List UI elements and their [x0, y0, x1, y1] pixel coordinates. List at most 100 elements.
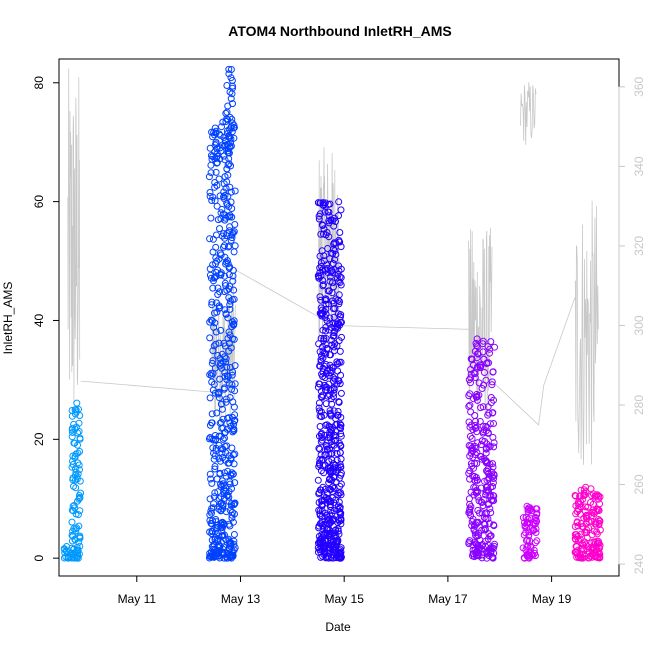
data-point — [215, 503, 223, 511]
data-point — [71, 465, 79, 473]
data-point — [321, 381, 329, 389]
data-point — [224, 161, 232, 169]
data-point — [227, 540, 235, 548]
data-point — [487, 509, 495, 517]
x-tick-label: May 17 — [428, 592, 468, 606]
data-point — [469, 453, 477, 461]
data-point — [329, 260, 337, 267]
data-point — [480, 355, 488, 363]
data-point — [337, 511, 345, 519]
data-point — [320, 335, 328, 343]
data-point — [225, 535, 233, 543]
data-point — [596, 553, 604, 561]
data-point — [490, 443, 498, 451]
data-point — [76, 412, 84, 419]
data-point — [478, 526, 486, 534]
data-point — [330, 222, 338, 230]
data-point — [228, 77, 236, 84]
data-point — [206, 265, 214, 273]
data-point — [334, 519, 342, 527]
data-point — [589, 550, 597, 558]
data-point — [206, 470, 214, 478]
data-point — [523, 543, 531, 551]
data-point — [473, 342, 481, 350]
data-point — [229, 428, 237, 436]
data-point — [227, 344, 235, 352]
data-point — [324, 552, 332, 560]
data-point — [208, 530, 216, 538]
data-point — [321, 485, 329, 493]
data-point — [221, 272, 229, 280]
data-point — [470, 395, 477, 403]
data-point — [591, 492, 599, 500]
data-point — [596, 541, 604, 549]
data-point — [226, 394, 234, 401]
data-point — [211, 197, 219, 205]
data-point — [208, 359, 216, 367]
data-point — [221, 137, 229, 145]
data-point — [209, 549, 217, 557]
data-point — [213, 536, 221, 543]
data-point — [218, 360, 226, 368]
data-point — [71, 504, 79, 512]
right-tick-label: 320 — [632, 236, 646, 256]
data-point — [222, 118, 230, 125]
data-point — [333, 420, 341, 428]
data-point — [324, 269, 332, 277]
data-point — [588, 518, 596, 525]
data-point — [216, 249, 224, 257]
data-point — [215, 495, 223, 503]
data-point — [215, 175, 223, 183]
data-point — [485, 469, 493, 477]
data-point — [230, 335, 238, 343]
data-point — [320, 225, 328, 233]
data-point — [329, 483, 337, 491]
data-point — [475, 497, 483, 505]
data-point — [584, 511, 592, 519]
data-point — [491, 343, 498, 351]
data-point — [330, 515, 338, 523]
data-point — [68, 518, 76, 526]
data-point — [217, 400, 225, 408]
data-point — [225, 242, 233, 250]
data-point — [490, 544, 497, 552]
data-point — [206, 318, 214, 326]
data-point — [220, 193, 228, 201]
data-point — [582, 511, 590, 519]
data-point — [211, 534, 219, 542]
data-point — [222, 109, 230, 117]
data-point — [325, 434, 333, 442]
data-point — [224, 116, 232, 124]
data-point — [226, 297, 234, 305]
data-point — [571, 531, 579, 539]
data-point — [336, 229, 344, 236]
data-point — [216, 547, 223, 555]
data-point — [217, 209, 225, 217]
data-point — [219, 548, 227, 556]
data-point — [227, 454, 235, 462]
data-point — [328, 542, 336, 550]
data-point — [215, 394, 223, 402]
data-point — [326, 273, 334, 281]
data-point — [74, 511, 82, 519]
data-point — [331, 304, 339, 312]
data-point — [322, 295, 330, 303]
data-point — [337, 430, 345, 438]
data-point — [334, 367, 342, 375]
data-point — [228, 234, 236, 242]
data-point — [338, 333, 345, 341]
data-point — [206, 394, 214, 402]
data-point — [531, 539, 539, 547]
data-point — [582, 488, 590, 496]
data-point — [209, 444, 217, 452]
data-point — [231, 479, 239, 487]
data-point — [530, 546, 538, 554]
data-point — [337, 281, 345, 289]
data-point — [323, 499, 331, 507]
data-point — [207, 475, 215, 483]
data-point — [211, 489, 219, 497]
x-tick-label: May 15 — [325, 592, 365, 606]
data-point — [216, 469, 224, 477]
data-point — [318, 413, 325, 421]
data-point — [74, 441, 81, 449]
